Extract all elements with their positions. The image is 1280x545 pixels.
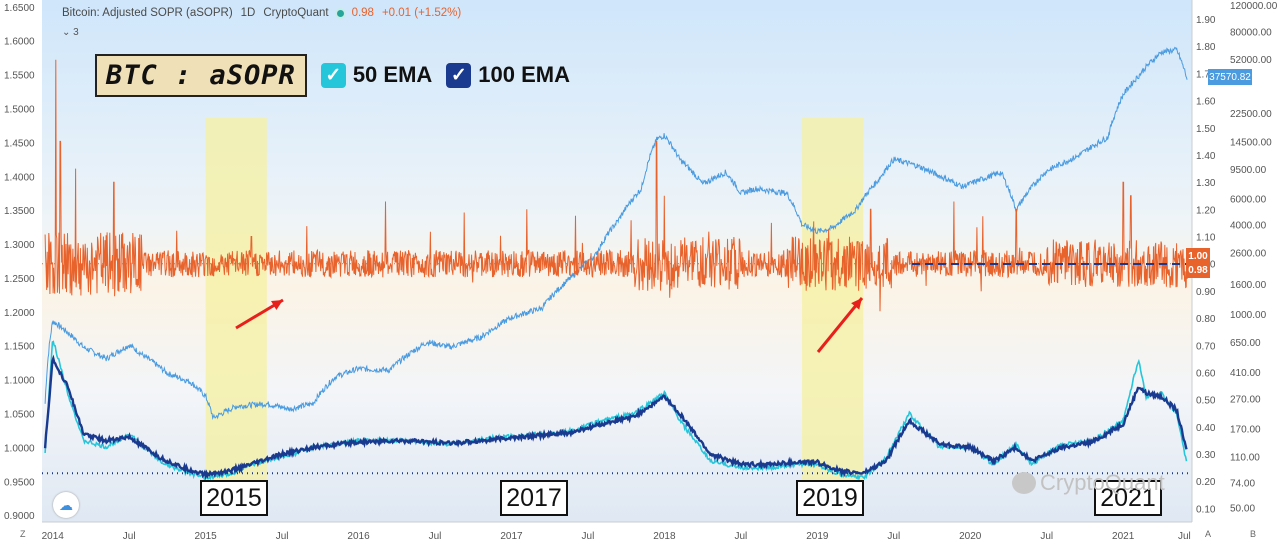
- left-axis-tick: 1.1000: [4, 376, 35, 387]
- left-axis-tick: 1.3500: [4, 206, 35, 217]
- left-axis-tick: 1.5000: [4, 104, 35, 115]
- right-price-tick: 1000.00: [1230, 310, 1267, 321]
- right-price-tick: 2600.00: [1230, 249, 1267, 260]
- checkbox-icon[interactable]: ✓: [446, 63, 471, 88]
- x-axis-tick: 2015: [195, 531, 218, 542]
- highlight-band: [802, 118, 863, 511]
- corner-z[interactable]: Z: [20, 529, 26, 539]
- chevron-down-icon: ⌄: [62, 27, 70, 38]
- left-axis-tick: 1.4500: [4, 138, 35, 149]
- right-price-tick: 170.00: [1230, 425, 1261, 436]
- right-sopr-tick: 0.80: [1196, 314, 1216, 325]
- checkbox-icon[interactable]: ✓: [321, 63, 346, 88]
- x-axis-tick: 2018: [653, 531, 676, 542]
- x-axis-tick: 2016: [347, 531, 370, 542]
- value-change: +0.01 (+1.52%): [382, 7, 461, 19]
- left-axis-tick: 1.3000: [4, 240, 35, 251]
- left-axis-tick: 0.9500: [4, 477, 35, 488]
- corner-b[interactable]: B: [1250, 529, 1256, 539]
- right-price-tick: 6000.00: [1230, 195, 1267, 206]
- left-axis-tick: 1.6000: [4, 37, 35, 48]
- legend-label-ema50: 50 EMA: [353, 62, 432, 88]
- left-axis-tick: 1.1500: [4, 342, 35, 353]
- right-price-tick: 80000.00: [1230, 27, 1272, 38]
- x-axis-tick: Jul: [582, 531, 595, 542]
- right-sopr-tick: 1.20: [1196, 205, 1216, 216]
- right-price-tick: 650.00: [1230, 338, 1261, 349]
- current-value: 0.98: [352, 7, 374, 19]
- right-price-tick: 270.00: [1230, 395, 1261, 406]
- left-axis-tick: 1.4000: [4, 172, 35, 183]
- chart-title: Bitcoin: Adjusted SOPR (aSOPR): [62, 7, 233, 19]
- right-price-tick: 4000.00: [1230, 221, 1267, 232]
- right-sopr-tick: 0.10: [1196, 504, 1216, 515]
- right-price-tick: 50.00: [1230, 504, 1255, 515]
- right-price-tick: 120000.00: [1230, 1, 1278, 12]
- cryptoquant-logo-icon: [1012, 472, 1036, 494]
- right-sopr-tick: 1.50: [1196, 124, 1216, 135]
- right-sopr-tick: 1.60: [1196, 97, 1216, 108]
- right-price-tick: 1600.00: [1230, 280, 1267, 291]
- right-price-tick: 410.00: [1230, 368, 1261, 379]
- right-sopr-tick: 0.90: [1196, 287, 1216, 298]
- corner-a[interactable]: A: [1205, 529, 1211, 539]
- status-dot-icon: [337, 10, 344, 17]
- legend-item-ema50[interactable]: ✓ 50 EMA: [321, 62, 432, 88]
- left-axis-tick: 1.5500: [4, 71, 35, 82]
- right-price-tick: 14500.00: [1230, 138, 1272, 149]
- left-axis-tick: 1.6500: [4, 3, 35, 14]
- legend-title: BTC : aSOPR: [95, 54, 307, 97]
- right-price-tick: 110.00: [1230, 453, 1260, 464]
- chart-interval[interactable]: 1D: [241, 7, 256, 19]
- x-axis-tick: Jul: [734, 531, 747, 542]
- right-sopr-tick: 1.90: [1196, 15, 1216, 26]
- left-axis-tick: 1.2500: [4, 274, 35, 285]
- right-price-tick: 22500.00: [1230, 109, 1272, 120]
- year-label-2015: 2015: [200, 480, 268, 516]
- x-axis-tick: Jul: [276, 531, 289, 542]
- legend-item-ema100[interactable]: ✓ 100 EMA: [446, 62, 570, 88]
- left-axis-tick: 1.0000: [4, 443, 35, 454]
- year-label-2019: 2019: [796, 480, 864, 516]
- right-sopr-tick: 0.20: [1196, 477, 1216, 488]
- right-price-tick: 74.00: [1230, 478, 1255, 489]
- legend: BTC : aSOPR ✓ 50 EMA ✓ 100 EMA: [95, 52, 570, 98]
- right-sopr-tick: 1.80: [1196, 42, 1216, 53]
- chart-source: CryptoQuant: [263, 7, 328, 19]
- x-axis-tick: 2017: [500, 531, 523, 542]
- right-sopr-tick: 0.60: [1196, 368, 1216, 379]
- right-sopr-tick: 1.10: [1196, 233, 1216, 244]
- x-axis-tick: Jul: [887, 531, 900, 542]
- watermark-text: CryptoQuant: [1040, 470, 1165, 496]
- x-axis-tick: 2019: [806, 531, 829, 542]
- right-price-tick: 9500.00: [1230, 165, 1267, 176]
- indicator-toggle[interactable]: ⌄ 3: [62, 27, 79, 38]
- x-axis-tick: Jul: [429, 531, 442, 542]
- left-axis-tick: 0.9000: [4, 511, 35, 522]
- year-label-2017: 2017: [500, 480, 568, 516]
- chart-header: Bitcoin: Adjusted SOPR (aSOPR) 1D Crypto…: [62, 7, 461, 19]
- right-sopr-tick: 1.30: [1196, 178, 1216, 189]
- left-axis-tick: 1.2000: [4, 308, 35, 319]
- right-sopr-tick: 0.70: [1196, 341, 1216, 352]
- cloud-icon[interactable]: ☁: [53, 492, 79, 518]
- right-sopr-tick: 0.30: [1196, 450, 1216, 461]
- right-sopr-tick: 0.50: [1196, 396, 1216, 407]
- x-axis-tick: Jul: [1040, 531, 1053, 542]
- x-axis-tick: 2020: [959, 531, 982, 542]
- right-sopr-tick: 0.40: [1196, 423, 1216, 434]
- x-axis-tick: Jul: [123, 531, 136, 542]
- right-price-tick: 52000.00: [1230, 55, 1272, 66]
- x-axis-tick: 2014: [42, 531, 65, 542]
- watermark: CryptoQuant: [1012, 470, 1165, 496]
- x-axis-tick: 2021: [1112, 531, 1135, 542]
- indicator-count: 3: [73, 27, 79, 38]
- right-sopr-tick: 1.40: [1196, 151, 1216, 162]
- sopr-now-tag: 0.98: [1186, 262, 1210, 278]
- x-axis-tick: Jul: [1178, 531, 1191, 542]
- left-axis-tick: 1.0500: [4, 410, 35, 421]
- legend-label-ema100: 100 EMA: [478, 62, 570, 88]
- btc-price-tag: 37570.82: [1208, 69, 1252, 85]
